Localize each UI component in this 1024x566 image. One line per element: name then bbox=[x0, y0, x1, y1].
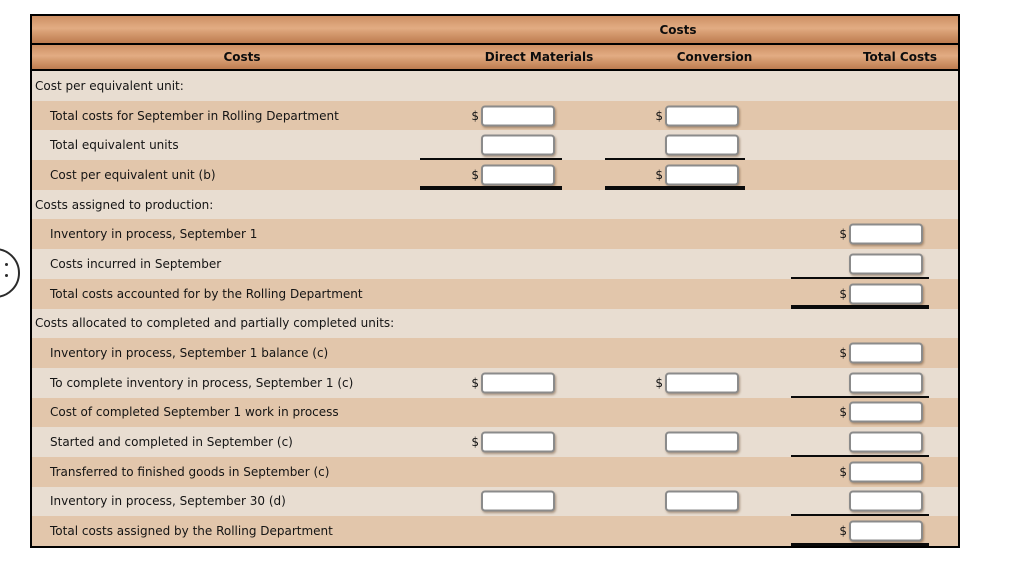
table-row: Total equivalent units bbox=[32, 130, 958, 161]
table-row: Cost per equivalent unit (b) $ $ bbox=[32, 160, 958, 190]
table-row: Cost of completed September 1 work in pr… bbox=[32, 397, 958, 428]
amount-input-total[interactable] bbox=[849, 401, 923, 423]
table-body: Cost per equivalent unit: Total costs for… bbox=[32, 71, 958, 546]
row-label: Total costs assigned by the Rolling Depa… bbox=[50, 524, 333, 539]
table-row: To complete inventory in process, Septem… bbox=[32, 367, 958, 398]
amount-input-total[interactable] bbox=[849, 223, 923, 245]
amount-input-dm[interactable] bbox=[481, 490, 555, 512]
table-row: Costs allocated to completed and partial… bbox=[32, 308, 958, 339]
amount-input-conv[interactable] bbox=[665, 431, 739, 453]
subtotal-rule bbox=[791, 395, 929, 398]
amount-input-total[interactable] bbox=[849, 342, 923, 364]
amount-input-conv[interactable] bbox=[665, 105, 739, 127]
table-row: Inventory in process, September 1 $ bbox=[32, 219, 958, 250]
column-header-direct-materials: Direct Materials bbox=[484, 50, 594, 64]
amount-input-dm[interactable] bbox=[481, 431, 555, 453]
amount-input-conv[interactable] bbox=[665, 164, 739, 186]
top-header-label: Costs bbox=[659, 22, 697, 37]
currency-symbol: $ bbox=[839, 286, 847, 301]
subtotal-rule bbox=[420, 186, 562, 190]
amount-input-total[interactable] bbox=[849, 253, 923, 275]
column-header-costs: Costs bbox=[223, 50, 261, 64]
table-row: Transferred to finished goods in Septemb… bbox=[32, 456, 958, 487]
table-row: Costs incurred in September bbox=[32, 249, 958, 279]
currency-symbol: $ bbox=[839, 405, 847, 420]
subtotal-rule bbox=[605, 158, 745, 161]
currency-symbol: $ bbox=[839, 346, 847, 361]
table-row: Costs assigned to production: bbox=[32, 189, 958, 220]
amount-input-total[interactable] bbox=[849, 520, 923, 542]
row-label: Transferred to finished goods in Septemb… bbox=[50, 464, 330, 479]
amount-input-conv[interactable] bbox=[665, 490, 739, 512]
amount-input-dm[interactable] bbox=[481, 134, 555, 156]
row-label: Total costs for September in Rolling Dep… bbox=[50, 108, 339, 123]
table-row: Total costs for September in Rolling Dep… bbox=[32, 100, 958, 131]
table-row: Total costs assigned by the Rolling Depa… bbox=[32, 516, 958, 546]
table-row: Started and completed in September (c) $ bbox=[32, 427, 958, 457]
currency-symbol: $ bbox=[471, 108, 479, 123]
table-top-header: Costs bbox=[32, 16, 958, 45]
subtotal-rule bbox=[791, 542, 929, 546]
margin-circle-icon bbox=[0, 248, 20, 298]
amount-input-dm[interactable] bbox=[481, 105, 555, 127]
circle-dot bbox=[5, 274, 8, 277]
currency-symbol: $ bbox=[471, 435, 479, 450]
amount-input-total[interactable] bbox=[849, 372, 923, 394]
currency-symbol: $ bbox=[471, 375, 479, 390]
amount-input-dm[interactable] bbox=[481, 372, 555, 394]
subtotal-rule bbox=[420, 158, 562, 161]
currency-symbol: $ bbox=[655, 167, 663, 182]
row-label: Inventory in process, September 1 balanc… bbox=[50, 346, 329, 361]
subtotal-rule bbox=[791, 305, 929, 309]
row-label: Total equivalent units bbox=[50, 138, 179, 153]
row-label: Cost per equivalent unit (b) bbox=[50, 167, 216, 182]
row-label: Started and completed in September (c) bbox=[50, 435, 293, 450]
amount-input-total[interactable] bbox=[849, 461, 923, 483]
row-label: Costs allocated to completed and partial… bbox=[35, 316, 395, 331]
amount-input-conv[interactable] bbox=[665, 372, 739, 394]
currency-symbol: $ bbox=[839, 524, 847, 539]
subtotal-rule bbox=[791, 276, 929, 279]
amount-input-total[interactable] bbox=[849, 431, 923, 453]
table-row: Cost per equivalent unit: bbox=[32, 71, 958, 101]
currency-symbol: $ bbox=[839, 464, 847, 479]
column-header-total-costs: Total Costs bbox=[862, 50, 938, 64]
table-row: Total costs accounted for by the Rolling… bbox=[32, 278, 958, 309]
subtotal-rule bbox=[791, 454, 929, 457]
cost-table: Costs Costs Direct Materials Conversion … bbox=[30, 14, 960, 548]
row-label: Total costs accounted for by the Rolling… bbox=[50, 286, 363, 301]
table-column-headers: Costs Direct Materials Conversion Total … bbox=[32, 45, 958, 71]
currency-symbol: $ bbox=[655, 108, 663, 123]
table-row: Inventory in process, September 1 balanc… bbox=[32, 338, 958, 368]
currency-symbol: $ bbox=[839, 227, 847, 242]
circle-dot bbox=[5, 263, 8, 266]
amount-input-conv[interactable] bbox=[665, 134, 739, 156]
currency-symbol: $ bbox=[471, 167, 479, 182]
row-label: Inventory in process, September 30 (d) bbox=[50, 494, 286, 509]
subtotal-rule bbox=[791, 514, 929, 517]
row-label: Cost per equivalent unit: bbox=[35, 78, 184, 93]
amount-input-total[interactable] bbox=[849, 490, 923, 512]
row-label: Cost of completed September 1 work in pr… bbox=[50, 405, 339, 420]
table-row: Inventory in process, September 30 (d) bbox=[32, 486, 958, 517]
column-header-conversion: Conversion bbox=[676, 50, 753, 64]
row-label: Inventory in process, September 1 bbox=[50, 227, 258, 242]
amount-input-dm[interactable] bbox=[481, 164, 555, 186]
currency-symbol: $ bbox=[655, 375, 663, 390]
row-label: Costs incurred in September bbox=[50, 256, 222, 271]
amount-input-total[interactable] bbox=[849, 283, 923, 305]
row-label: To complete inventory in process, Septem… bbox=[50, 375, 354, 390]
row-label: Costs assigned to production: bbox=[35, 197, 214, 212]
subtotal-rule bbox=[605, 186, 745, 190]
